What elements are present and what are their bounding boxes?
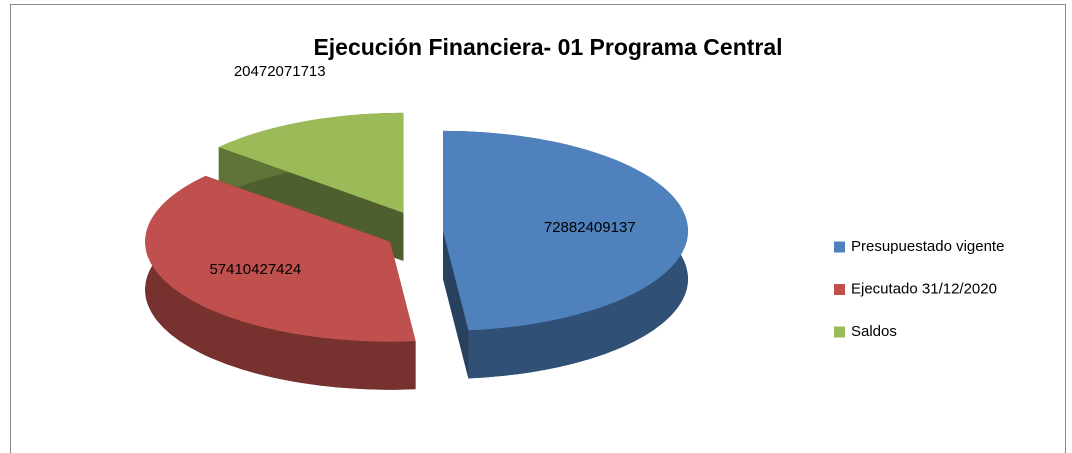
legend-swatch — [834, 241, 845, 253]
slice-top — [145, 175, 416, 342]
legend-swatch — [834, 284, 845, 295]
pie-slice — [443, 130, 688, 379]
legend-swatch — [834, 326, 845, 338]
slice-radial-wall — [443, 230, 469, 379]
slice-top — [218, 112, 404, 213]
pie-slice — [145, 175, 416, 390]
legend-label: Presupuestado vigente — [851, 238, 1004, 255]
data-label: 57410427424 — [209, 261, 301, 278]
slice-outer-wall — [145, 175, 416, 390]
chart-title: Ejecución Financiera- 01 Programa Centra… — [313, 34, 782, 60]
legend-label: Saldos — [851, 323, 897, 340]
data-label: 20472071713 — [234, 63, 326, 80]
slice-top — [443, 130, 688, 331]
data-label: 72882409137 — [544, 219, 636, 236]
legend-label: Ejecutado 31/12/2020 — [851, 280, 997, 297]
